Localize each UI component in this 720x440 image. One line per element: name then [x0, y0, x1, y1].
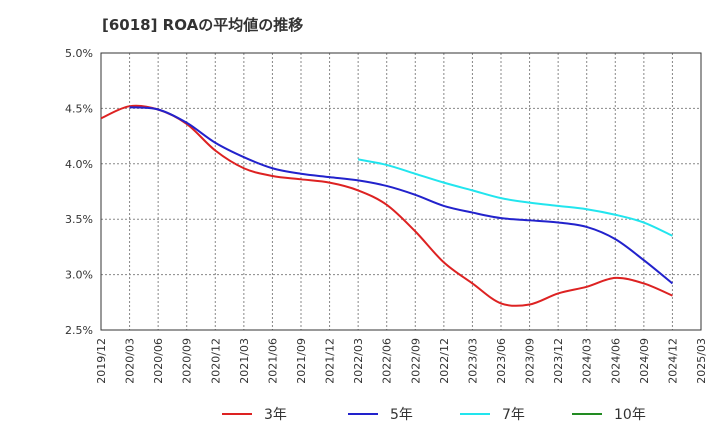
series-line-3年 — [100, 104, 673, 307]
y-tick-label: 3.5% — [65, 213, 93, 226]
x-tick-label: 2024/06 — [609, 338, 622, 384]
series-line-7年 — [357, 158, 673, 237]
x-tick-label: 2021/03 — [238, 338, 251, 384]
legend-label: 10年 — [614, 407, 646, 423]
x-tick-label: 2021/12 — [324, 338, 337, 384]
x-tick-label: 2019/12 — [95, 338, 108, 384]
x-tick-label: 2024/09 — [638, 338, 651, 384]
y-tick-label: 2.5% — [65, 324, 93, 337]
x-tick-label: 2022/03 — [352, 338, 365, 384]
legend-label: 3年 — [264, 407, 287, 423]
legend-label: 5年 — [390, 407, 413, 423]
x-tick-label: 2023/03 — [466, 338, 479, 384]
y-tick-label: 5.0% — [65, 47, 93, 60]
plot-area — [101, 53, 701, 330]
x-tick-label: 2020/12 — [209, 338, 222, 384]
x-tick-label: 2023/06 — [495, 338, 508, 384]
y-tick-label: 4.0% — [65, 158, 93, 171]
x-tick-label: 2024/03 — [581, 338, 594, 384]
x-tick-label: 2021/09 — [295, 338, 308, 384]
x-tick-label: 2022/09 — [409, 338, 422, 384]
x-tick-label: 2025/03 — [695, 338, 708, 384]
x-tick-label: 2023/09 — [524, 338, 537, 384]
x-tick-label: 2023/12 — [552, 338, 565, 384]
x-tick-label: 2022/06 — [381, 338, 394, 384]
x-tick-label: 2021/06 — [266, 338, 279, 384]
legend-label: 7年 — [502, 407, 525, 423]
y-tick-label: 4.5% — [65, 102, 93, 115]
series-line-5年 — [129, 106, 674, 285]
y-tick-label: 3.0% — [65, 269, 93, 282]
x-tick-label: 2020/09 — [181, 338, 194, 384]
x-tick-label: 2022/12 — [438, 338, 451, 384]
x-tick-label: 2020/03 — [124, 338, 137, 384]
x-tick-label: 2024/12 — [666, 338, 679, 384]
chart-title: [6018] ROAの平均値の推移 — [102, 16, 304, 34]
plot-border — [100, 52, 702, 331]
x-tick-label: 2020/06 — [152, 338, 165, 384]
